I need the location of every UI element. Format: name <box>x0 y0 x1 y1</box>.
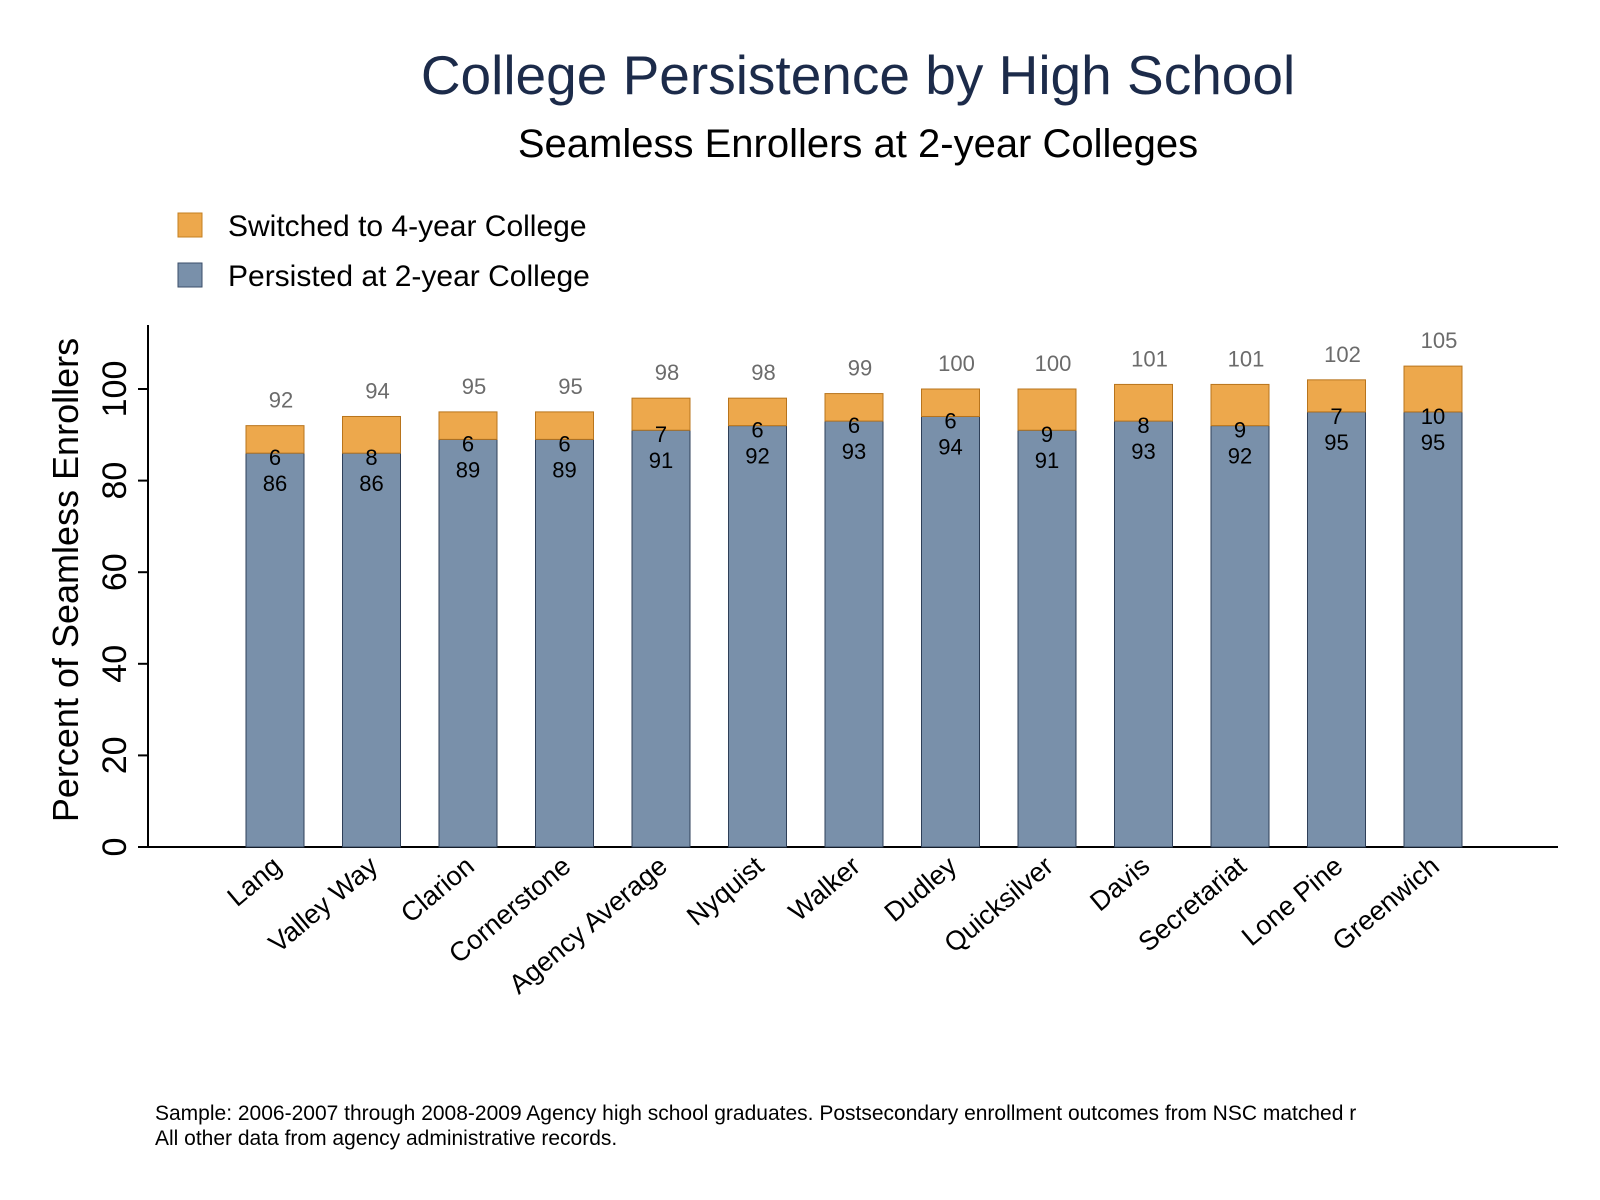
x-tick-label: Dudley <box>879 850 963 927</box>
bar-switched <box>438 411 498 440</box>
x-tick-label: Nyquist <box>681 850 770 931</box>
bar-persisted <box>1403 411 1463 848</box>
bar-total-label: 105 <box>1421 328 1458 353</box>
bar-persisted-label: 95 <box>1324 430 1348 455</box>
bar-switched-label: 9 <box>1041 422 1053 447</box>
bar-total-label: 102 <box>1324 342 1361 367</box>
bar-total-label: 98 <box>751 360 775 385</box>
bar-total-label: 100 <box>938 351 975 376</box>
legend: Switched to 4-year College Persisted at 2… <box>177 210 590 293</box>
bar-switched-label: 9 <box>1234 418 1246 443</box>
x-tick-label: Walker <box>783 851 866 927</box>
bar-persisted <box>342 452 401 848</box>
bar-switched-label: 10 <box>1421 404 1445 429</box>
bar-switched-label: 6 <box>462 431 474 456</box>
bar-total-label: 100 <box>1035 351 1072 376</box>
bar-persisted <box>728 425 787 848</box>
bar-switched <box>535 411 594 440</box>
bar-persisted <box>245 452 305 848</box>
note-line-2: All other data from agency administrativ… <box>155 1127 617 1150</box>
bar-persisted-label: 91 <box>649 448 673 473</box>
bar-switched <box>342 415 401 454</box>
bar-persisted-label: 89 <box>456 457 480 482</box>
bar-persisted <box>631 429 691 848</box>
chart-title: College Persistence by High School <box>421 44 1295 106</box>
bar-persisted <box>1210 425 1270 848</box>
bar-persisted <box>921 415 980 848</box>
bar-switched-label: 6 <box>558 431 570 456</box>
bar-persisted <box>535 438 594 848</box>
bar-total-label: 101 <box>1131 346 1168 371</box>
bar-total-label: 99 <box>848 356 872 381</box>
bar-switched <box>1307 379 1366 413</box>
bar-total-label: 95 <box>462 374 486 399</box>
y-tick-label: 80 <box>96 462 134 500</box>
legend-label: Persisted at 2-year College <box>228 260 590 293</box>
bar-switched <box>245 425 305 454</box>
bar-persisted-label: 94 <box>938 434 962 459</box>
bar-total-label: 101 <box>1228 346 1265 371</box>
x-tick-label: Agency Average <box>503 851 673 1000</box>
bar-total-label: 95 <box>558 374 582 399</box>
note-line-1: Sample: 2006-2007 through 2008-2009 Agen… <box>155 1102 1356 1125</box>
bar-switched-label: 6 <box>848 413 860 438</box>
bar-persisted-label: 86 <box>263 471 287 496</box>
y-tick-label: 40 <box>96 645 134 683</box>
x-tick-label: Greenwich <box>1327 851 1445 957</box>
x-tick-label: Davis <box>1084 851 1155 917</box>
bar-persisted <box>1307 411 1366 848</box>
bar-switched <box>1114 383 1173 422</box>
bar-switched <box>1403 365 1463 413</box>
y-tick-label: 20 <box>96 736 134 774</box>
bar-total-label: 94 <box>365 378 389 403</box>
bar-switched <box>728 397 787 427</box>
bar-persisted-label: 91 <box>1035 448 1059 473</box>
bar-persisted-label: 89 <box>552 457 576 482</box>
bar-switched <box>921 388 980 417</box>
bar-total-label: 92 <box>269 388 293 413</box>
bar-switched-label: 8 <box>365 445 377 470</box>
y-tick-label: 60 <box>96 553 134 591</box>
bar-persisted-label: 92 <box>1228 444 1252 469</box>
bar-persisted-label: 93 <box>842 439 866 464</box>
bar-total-label: 98 <box>655 360 679 385</box>
bar-switched-label: 6 <box>269 445 281 470</box>
bar-switched-label: 6 <box>944 408 956 433</box>
bar-persisted <box>1017 429 1077 848</box>
bars: 8669286894896958969591798926989369994610… <box>245 328 1463 848</box>
chart-subtitle: Seamless Enrollers at 2-year Colleges <box>518 122 1198 166</box>
y-tick-label: 100 <box>96 361 134 418</box>
bar-switched-label: 6 <box>751 418 763 443</box>
legend-label: Switched to 4-year College <box>228 210 587 243</box>
bar-persisted-label: 95 <box>1421 430 1445 455</box>
x-tick-label: Lang <box>222 851 287 913</box>
bar-persisted-label: 93 <box>1131 439 1155 464</box>
bar-switched-label: 7 <box>655 422 667 447</box>
bar-switched <box>631 397 691 431</box>
bar-switched <box>1210 383 1270 427</box>
x-tick-label: Secretariat <box>1133 850 1253 957</box>
bar-persisted-label: 92 <box>745 444 769 469</box>
legend-swatch <box>177 212 203 238</box>
legend-swatch <box>177 262 203 288</box>
x-tick-label: Valley Way <box>263 850 384 958</box>
bar-switched-label: 7 <box>1330 404 1342 429</box>
x-tick-label: Clarion <box>395 851 480 929</box>
y-tick-label: 0 <box>96 838 134 857</box>
bar-persisted <box>438 438 498 848</box>
bar-switched <box>824 393 884 422</box>
bar-persisted <box>1114 420 1173 848</box>
bar-switched <box>1017 388 1077 431</box>
y-axis-label: Percent of Seamless Enrollers <box>45 338 86 822</box>
bar-persisted <box>824 420 884 848</box>
bar-switched-label: 8 <box>1137 413 1149 438</box>
bar-persisted-label: 86 <box>359 471 383 496</box>
